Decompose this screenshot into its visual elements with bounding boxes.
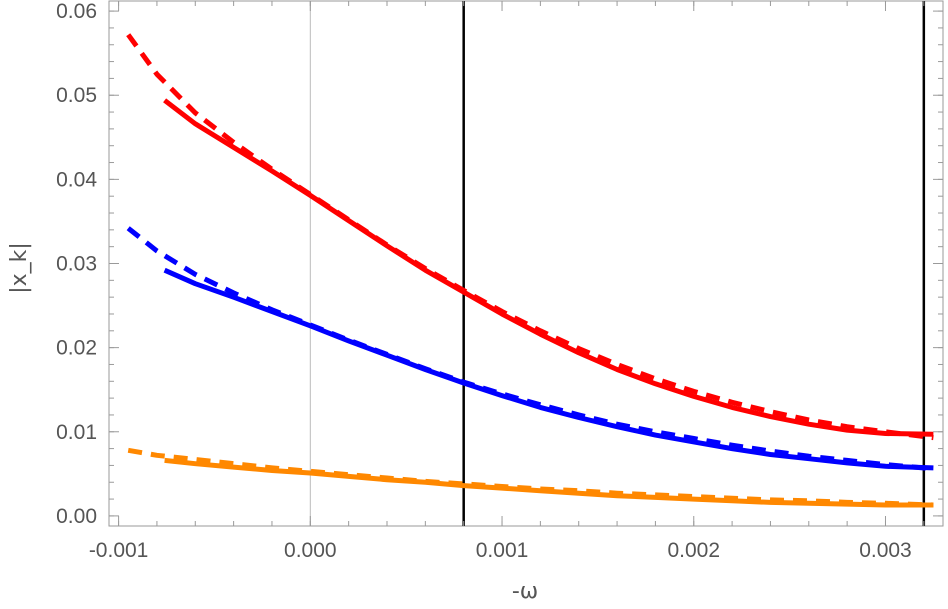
vertical-reference-lines [309,1,926,526]
plot-frame [108,0,944,527]
y-tick-label: 0.05 [56,84,97,107]
x-tick-label: 0.001 [476,539,529,562]
y-tick-label: 0.03 [56,253,97,276]
x-axis-ticks: -0.001 0.000 0.001 0.002 0.003 [89,1,925,562]
x-tick-label: 0.000 [284,539,337,562]
series-blue-dashed [126,226,934,472]
series-group [126,33,934,508]
series-red-solid [163,98,934,437]
series-blue-solid [163,267,934,471]
series-red-dashed [126,33,934,441]
x-tick-label: 0.002 [667,539,720,562]
y-tick-label: 0.01 [56,421,97,444]
x-tick-label: 0.003 [859,539,912,562]
y-tick-label: 0.06 [56,0,97,23]
series-orange-solid [164,457,934,508]
y-tick-label: 0.00 [56,505,97,528]
x-tick-label: -0.001 [89,539,149,562]
x-axis-title: -ω [512,579,538,604]
y-tick-label: 0.04 [56,168,97,191]
y-axis-title: |x_k| [7,242,32,294]
y-axis-ticks: 0.00 0.01 0.02 0.03 0.04 0.05 0.06 [56,0,943,528]
y-tick-label: 0.02 [56,337,97,360]
